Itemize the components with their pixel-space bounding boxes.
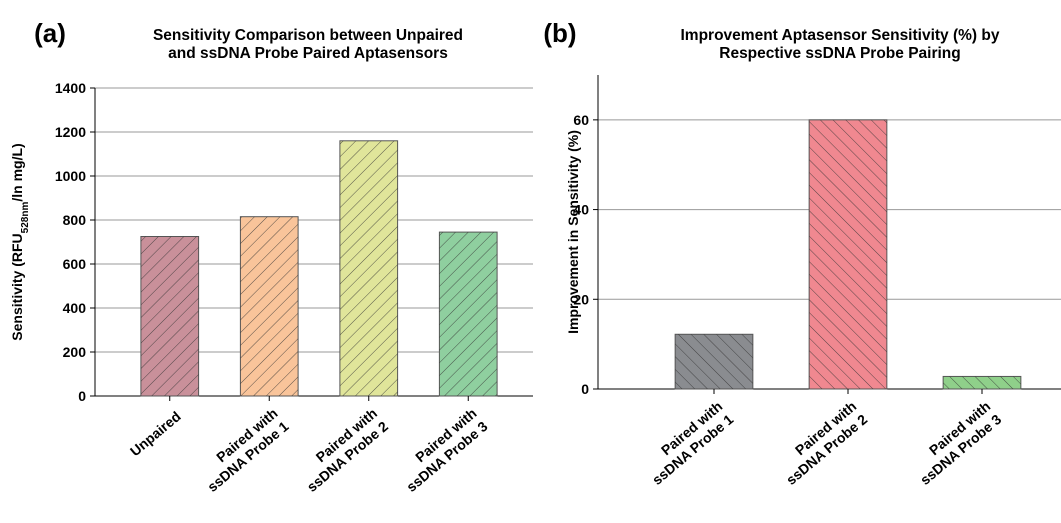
y-axis-label: Sensitivity (RFU528nm/ln mg/L): [9, 143, 31, 340]
bar-hatch: [675, 334, 753, 389]
y-tick-label: 1200: [55, 124, 86, 140]
bar-hatch: [140, 236, 199, 396]
chart-title: Improvement Aptasensor Sensitivity (%) b…: [681, 27, 1000, 62]
bar-hatch: [943, 376, 1021, 389]
y-axis-label-part: 528nm: [20, 202, 31, 234]
x-tick-label: Paired withssDNA Probe 2: [772, 398, 870, 488]
panel-label: (b): [543, 18, 576, 48]
x-tick-label: Paired withssDNA Probe 2: [293, 405, 391, 495]
y-tick-label: 400: [63, 300, 87, 316]
chart-title: Sensitivity Comparison between Unpaired a…: [153, 27, 463, 62]
bar-hatch: [439, 232, 498, 396]
bar-hatch: [240, 216, 299, 396]
bar-hatch: [339, 140, 398, 396]
x-tick-label: Paired withssDNA Probe 3: [906, 398, 1004, 488]
y-tick-label: 60: [573, 112, 589, 128]
y-axis-label-part: Improvement in Sensitivity (%): [565, 130, 581, 334]
y-tick-label: 800: [63, 212, 87, 228]
y-axis-label-part: Sensitivity (RFU: [9, 233, 25, 340]
x-tick-label: Paired withssDNA Probe 3: [392, 405, 490, 495]
y-tick-label: 200: [63, 344, 87, 360]
y-tick-label: 40: [573, 202, 589, 218]
y-tick-label: 0: [581, 381, 589, 397]
y-axis-label: Improvement in Sensitivity (%): [565, 130, 581, 334]
panel-label: (a): [34, 18, 66, 48]
y-tick-label: 0: [78, 388, 86, 404]
y-tick-label: 20: [573, 291, 589, 307]
y-tick-label: 600: [63, 256, 87, 272]
x-tick-label: Paired withssDNA Probe 1: [638, 398, 736, 488]
x-tick-label: Unpaired: [127, 408, 184, 459]
y-tick-label: 1400: [55, 80, 86, 96]
bar-hatch: [809, 119, 887, 389]
y-axis-label-part: /ln mg/L): [9, 143, 25, 201]
x-tick-label: Paired withssDNA Probe 1: [193, 405, 291, 495]
y-tick-label: 1000: [55, 168, 86, 184]
